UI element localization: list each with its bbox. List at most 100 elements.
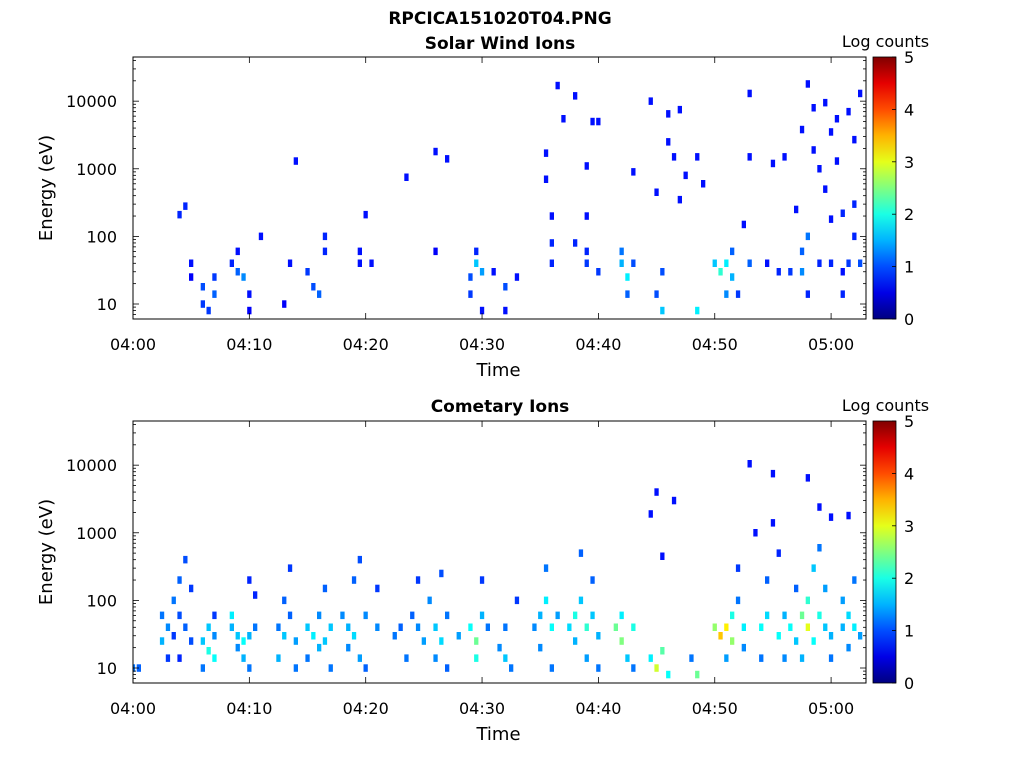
heatmap-cell <box>276 654 281 662</box>
heatmap-cell <box>410 611 415 620</box>
heatmap-cell <box>497 643 502 652</box>
colorbar-tick-label: 4 <box>904 464 914 483</box>
heatmap-cell <box>718 632 723 640</box>
heatmap-cell <box>765 576 770 584</box>
heatmap-cell <box>590 611 595 620</box>
heatmap-cell <box>503 623 508 631</box>
heatmap-cell <box>811 564 816 572</box>
heatmap-cell <box>159 611 165 620</box>
heatmap-cell <box>177 210 182 219</box>
heatmap-cell <box>811 637 816 645</box>
heatmap-cell <box>200 283 205 291</box>
heatmap-cell <box>485 623 490 631</box>
heatmap-cell <box>573 239 578 247</box>
colorbar-tick-label: 0 <box>904 310 914 329</box>
heatmap-cell <box>782 654 787 662</box>
heatmap-cell <box>322 637 328 645</box>
heatmap-cell <box>311 632 316 640</box>
colorbar-gradient <box>872 56 897 320</box>
heatmap-cell <box>695 670 700 679</box>
heatmap-cell <box>840 209 845 217</box>
heatmap-cell <box>799 268 805 276</box>
heatmap-cell <box>177 611 182 620</box>
heatmap-cell <box>799 247 805 256</box>
heatmap-cell <box>747 153 752 161</box>
heatmap-cell <box>648 510 653 518</box>
heatmap-cell <box>730 611 735 620</box>
heatmap-cell <box>322 584 328 593</box>
heatmap-cell <box>415 623 421 631</box>
heatmap-cell <box>765 259 770 267</box>
heatmap-cell <box>654 290 659 298</box>
heatmap-cell <box>561 115 566 123</box>
heatmap-cell <box>631 259 636 267</box>
heatmap-cell <box>805 80 810 88</box>
heatmap-cell <box>183 202 188 210</box>
heatmap-cell <box>747 259 752 267</box>
heatmap-cell <box>631 168 636 176</box>
heatmap-cell <box>491 268 496 276</box>
heatmap-cell <box>811 146 816 154</box>
heatmap-cell <box>596 632 601 640</box>
heatmap-cell <box>805 623 810 631</box>
heatmap-cell <box>479 268 485 276</box>
x-tick-label: 04:10 <box>226 699 272 718</box>
heatmap-cell <box>456 632 461 640</box>
heatmap-cell <box>625 654 630 662</box>
heatmap-cell <box>392 632 397 640</box>
x-tick-label: 04:20 <box>343 699 389 718</box>
heatmap-cell <box>311 283 316 291</box>
heatmap-cell <box>503 283 508 291</box>
heatmap-cell <box>666 138 671 146</box>
heatmap-cell <box>404 654 409 662</box>
x-tick-label: 04:10 <box>226 335 272 354</box>
heatmap-cell <box>852 623 857 631</box>
heatmap-cell <box>631 664 636 672</box>
plot-frame <box>132 420 867 684</box>
heatmap-cell <box>805 232 810 241</box>
heatmap-cell <box>241 654 246 662</box>
heatmap-cell <box>212 273 217 281</box>
heatmap-cell <box>177 654 182 662</box>
heatmap-cell <box>474 654 479 662</box>
heatmap-cell <box>543 149 549 157</box>
heatmap-cell <box>846 511 851 520</box>
heatmap-cell <box>584 654 589 662</box>
heatmap-cell <box>852 135 857 144</box>
heatmap-cell <box>735 290 741 298</box>
heatmap-cell <box>735 596 741 605</box>
x-tick-label: 04:00 <box>110 335 156 354</box>
heatmap-cell <box>619 259 624 267</box>
heatmap-cell <box>357 259 362 267</box>
heatmap-cell <box>317 290 322 298</box>
heatmap-cell <box>578 596 584 605</box>
heatmap-cell <box>590 117 595 126</box>
heatmap-cell <box>724 654 729 662</box>
heatmap-cell <box>823 98 828 107</box>
heatmap-cell <box>183 555 188 564</box>
heatmap-cell <box>625 290 630 298</box>
heatmap-cell <box>858 632 863 640</box>
heatmap-cell <box>287 564 293 572</box>
heatmap-cell <box>282 300 287 308</box>
heatmap-cell <box>468 290 473 298</box>
heatmap-cell <box>543 175 549 183</box>
heatmap-cell <box>212 290 217 298</box>
heatmap-cell <box>712 259 717 267</box>
heatmap-cell <box>212 632 217 640</box>
x-tick-label: 04:40 <box>575 699 621 718</box>
heatmap-cell <box>805 596 810 605</box>
heatmap-cell <box>468 273 473 281</box>
panel-title: Solar Wind Ions <box>425 34 576 54</box>
heatmap-cell <box>328 664 333 672</box>
heatmap-cell <box>828 215 834 223</box>
heatmap-cell <box>590 576 595 584</box>
heatmap-cell <box>654 188 659 196</box>
heatmap-cell <box>584 212 589 220</box>
heatmap-cell <box>433 654 438 662</box>
heatmap-cell <box>730 273 735 281</box>
heatmap-cell <box>660 306 665 315</box>
heatmap-cell <box>573 637 578 645</box>
heatmap-cell <box>346 623 351 631</box>
heatmap-cell <box>584 247 589 256</box>
